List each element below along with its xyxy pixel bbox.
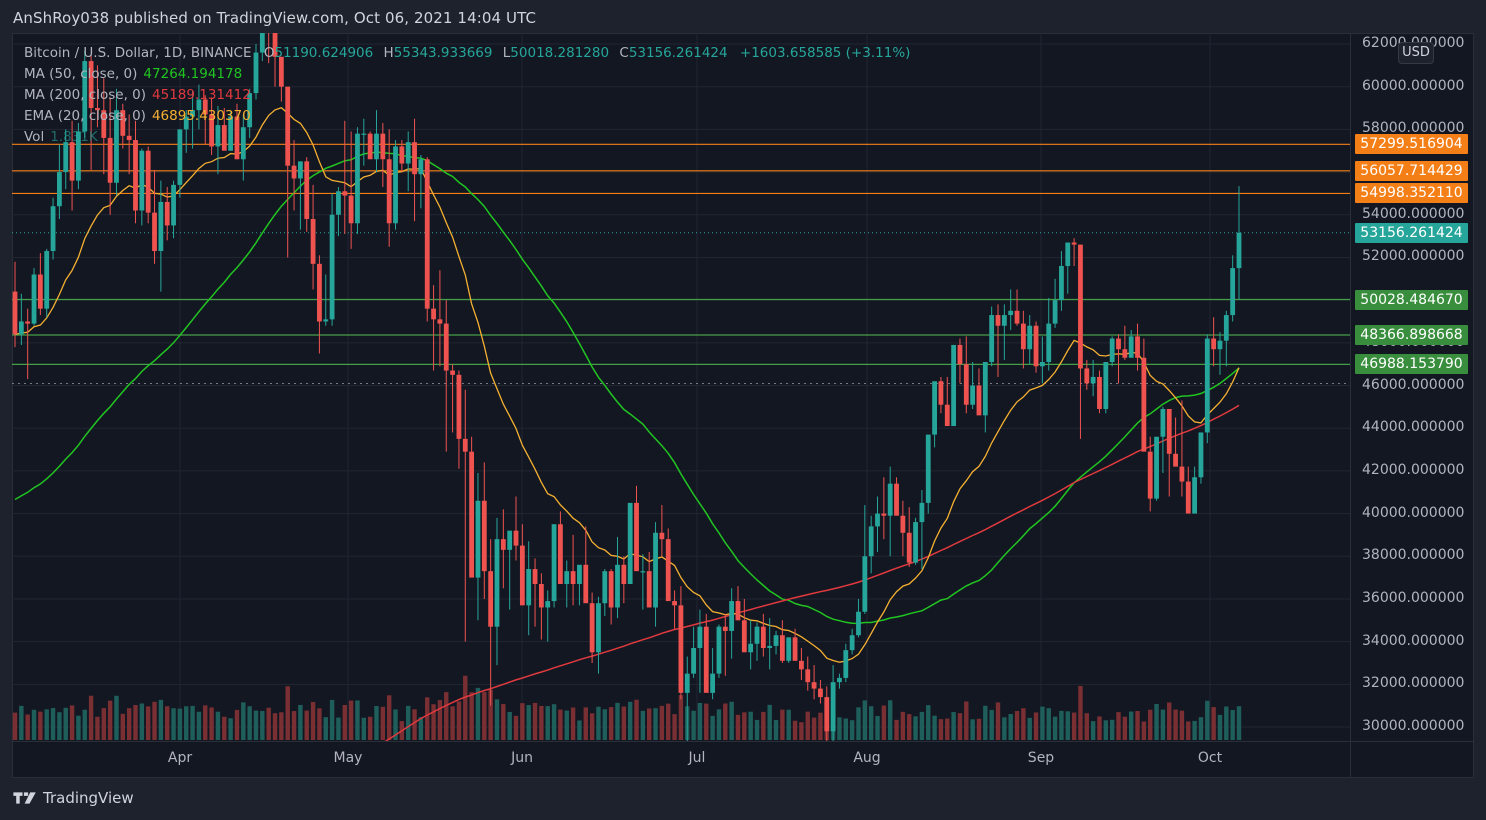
price-tick-label: 60000.000000 xyxy=(1362,77,1465,94)
indicator-label: MA (50, close, 0) xyxy=(24,66,138,82)
indicator-value: 45189.131412 xyxy=(152,87,251,103)
price-tick-label: 44000.000000 xyxy=(1362,419,1465,436)
price-tick-label: 58000.000000 xyxy=(1362,120,1465,137)
open-value: 51190.624906 xyxy=(274,45,374,61)
indicator-label: EMA (20, close, 0) xyxy=(24,108,146,124)
price-tick-label: 42000.000000 xyxy=(1362,461,1465,478)
indicator-value: 46895.430370 xyxy=(151,108,251,124)
time-label-may: May xyxy=(333,750,363,766)
tradingview-logo-icon xyxy=(13,792,36,804)
high-key: H xyxy=(383,45,394,61)
indicator-ema20[interactable]: EMA (20, close, 0) 46895.430370 xyxy=(24,108,251,124)
change-value: +1603.658585 (+3.11%) xyxy=(739,45,911,61)
indicator-value: 1.831K xyxy=(50,129,98,145)
currency-button[interactable]: USD xyxy=(1398,42,1434,64)
time-label-sep: Sep xyxy=(1027,750,1055,766)
indicator-volume[interactable]: Vol 1.831K xyxy=(24,129,98,145)
price-tick-label: 46000.000000 xyxy=(1362,376,1465,393)
support-price-tag: 48366.898668 xyxy=(1355,324,1468,345)
low-value: 50018.281280 xyxy=(510,45,610,61)
chart-pane[interactable] xyxy=(12,33,1474,778)
resistance-price-tag: 57299.516904 xyxy=(1355,134,1468,155)
resistance-price-tag: 56057.714429 xyxy=(1355,160,1468,181)
price-tick-label: 38000.000000 xyxy=(1362,547,1465,564)
time-label-jul: Jul xyxy=(688,750,706,766)
price-tick-label: 30000.000000 xyxy=(1362,718,1465,734)
price-axis-divider xyxy=(1350,33,1351,778)
low-key: L xyxy=(502,45,511,61)
last-price-price-tag: 53156.261424 xyxy=(1355,222,1468,243)
price-tick-label: 40000.000000 xyxy=(1362,504,1465,521)
symbol-legend: Bitcoin / U.S. Dollar, 1D, BINANCE O5119… xyxy=(24,45,910,61)
time-label-apr: Apr xyxy=(167,750,193,766)
time-axis-divider xyxy=(12,741,1474,742)
close-key: C xyxy=(619,45,629,61)
candlestick-chart[interactable] xyxy=(12,33,1350,741)
time-label-jun: Jun xyxy=(511,750,533,766)
price-tick-label: 54000.000000 xyxy=(1362,205,1465,222)
publisher-line: AnShRoy038 published on TradingView.com,… xyxy=(13,9,537,27)
support-price-tag: 46988.153790 xyxy=(1355,354,1468,375)
open-key: O xyxy=(263,45,275,61)
price-tick-label: 32000.000000 xyxy=(1362,675,1465,692)
indicator-label: Vol xyxy=(24,129,45,145)
time-label-aug: Aug xyxy=(853,750,881,766)
indicator-ma200[interactable]: MA (200, close, 0) 45189.131412 xyxy=(24,87,251,103)
resistance-price-tag: 54998.352110 xyxy=(1355,183,1468,204)
indicator-value: 47264.194178 xyxy=(143,66,243,82)
support-price-tag: 50028.484670 xyxy=(1355,289,1468,310)
price-tick-label: 52000.000000 xyxy=(1362,248,1465,265)
symbol-title: Bitcoin / U.S. Dollar, 1D, BINANCE xyxy=(24,45,252,61)
indicator-label: MA (200, close, 0) xyxy=(24,87,147,103)
time-label-oct: Oct xyxy=(1197,750,1223,766)
price-tick-label: 34000.000000 xyxy=(1362,632,1465,649)
price-tick-label: 36000.000000 xyxy=(1362,589,1465,606)
brand-name: TradingView xyxy=(43,789,134,807)
close-value: 53156.261424 xyxy=(628,45,728,61)
indicator-ma50[interactable]: MA (50, close, 0) 47264.194178 xyxy=(24,66,242,82)
tradingview-branding: TradingView xyxy=(13,789,134,807)
high-value: 55343.933669 xyxy=(393,45,493,61)
